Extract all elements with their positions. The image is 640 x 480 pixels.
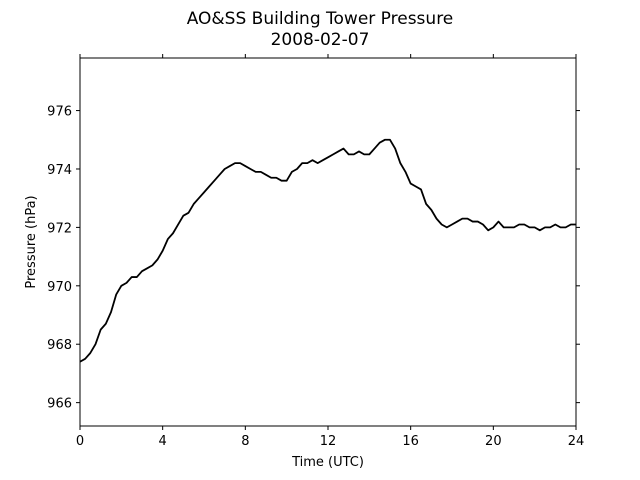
pressure-series-line [79, 138, 576, 363]
y-tick-label: 968 [47, 338, 72, 353]
x-tick-label: 12 [320, 434, 337, 449]
chart-subtitle: 2008-02-07 [271, 30, 370, 50]
x-tick-label: 0 [76, 434, 84, 449]
y-tick-label: 972 [47, 221, 72, 236]
y-tick-label: 970 [47, 280, 72, 295]
y-tick-label: 974 [47, 163, 72, 178]
chart-title: AO&SS Building Tower Pressure [187, 9, 454, 29]
y-tick-label: 966 [47, 397, 72, 412]
x-tick-label: 8 [241, 434, 249, 449]
x-tick-label: 16 [402, 434, 419, 449]
x-tick-label: 24 [568, 434, 585, 449]
x-axis-label: Time (UTC) [291, 455, 364, 470]
y-axis-label: Pressure (hPa) [24, 195, 39, 288]
x-tick-label: 20 [485, 434, 502, 449]
tick-labels: 0 4 8 12 16 20 24 966 968 970 972 974 976 [47, 105, 584, 449]
axis-ticks [76, 54, 580, 430]
plot-area-frame [79, 57, 577, 427]
y-tick-label: 976 [47, 105, 72, 120]
x-tick-label: 4 [159, 434, 167, 449]
